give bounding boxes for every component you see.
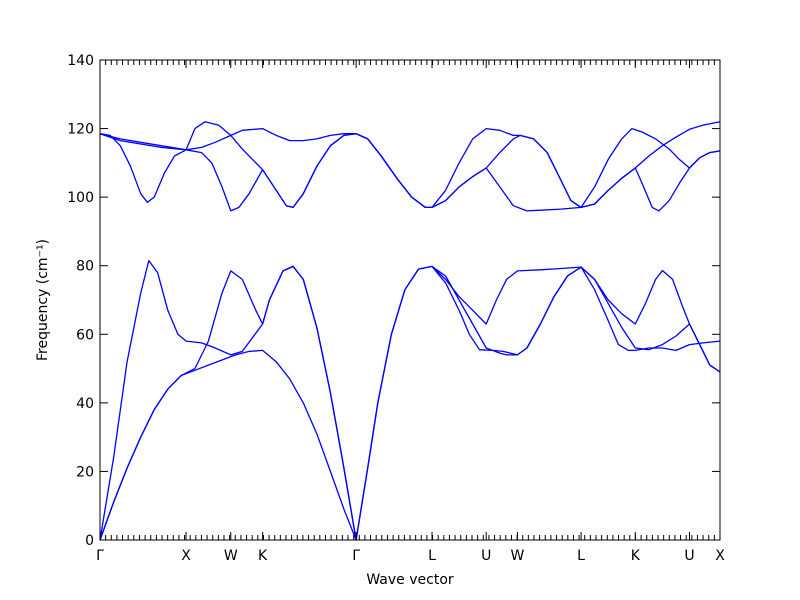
x-tick-label: L bbox=[577, 548, 585, 564]
x-tick-label: W bbox=[224, 548, 238, 564]
y-tick-label: 20 bbox=[76, 464, 94, 480]
x-tick-label: K bbox=[258, 548, 268, 564]
band-line-6 bbox=[431, 265, 721, 373]
band-line-1 bbox=[99, 349, 357, 541]
y-axis-label: Frequency (cm⁻¹) bbox=[35, 239, 51, 361]
band-line-3 bbox=[99, 259, 357, 541]
y-tick-label: 0 bbox=[85, 533, 94, 549]
y-tick-labels: 0 20 40 60 80 100 120 140 bbox=[67, 53, 94, 549]
y-tick-label: 140 bbox=[67, 53, 94, 69]
y-tick-label: 120 bbox=[67, 122, 94, 138]
band-line-4 bbox=[355, 265, 721, 541]
band-line-5 bbox=[355, 265, 721, 541]
x-tick-label: Γ bbox=[96, 548, 104, 564]
x-tick-label: W bbox=[510, 548, 524, 564]
y-tick-label: 60 bbox=[76, 327, 94, 343]
x-tick-label: K bbox=[631, 548, 641, 564]
y-tick-label: 40 bbox=[76, 396, 94, 412]
band-line-9 bbox=[99, 121, 721, 209]
x-tick-label: U bbox=[481, 548, 491, 564]
band-lines bbox=[99, 121, 721, 541]
x-tick-label: X bbox=[181, 548, 191, 564]
x-tick-label: Γ bbox=[352, 548, 360, 564]
x-axis-label: Wave vector bbox=[366, 572, 454, 588]
y-tick-label: 80 bbox=[76, 259, 94, 275]
axis-ticks bbox=[99, 59, 721, 541]
y-tick-label: 100 bbox=[67, 190, 94, 206]
x-tick-label: X bbox=[715, 548, 725, 564]
x-tick-label: L bbox=[428, 548, 436, 564]
band-line-8 bbox=[99, 133, 721, 212]
plot-frame bbox=[99, 59, 721, 541]
x-tick-label: U bbox=[684, 548, 694, 564]
